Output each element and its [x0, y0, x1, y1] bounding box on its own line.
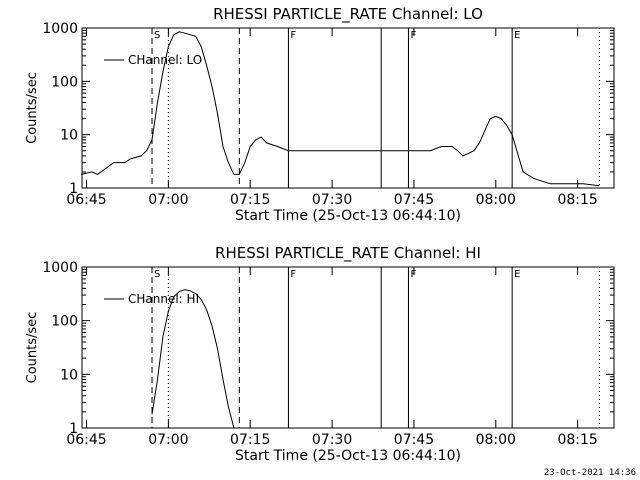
y-axis-label: Counts/sec	[25, 312, 40, 384]
chart-title: RHESSI PARTICLE_RATE Channel: LO	[213, 5, 483, 24]
x-tick-label: 08:00	[476, 432, 516, 448]
x-tick-label: 07:45	[394, 432, 434, 448]
y-tick-label: 10	[60, 128, 78, 144]
x-axis-label: Start Time (25-Oct-13 06:44:10)	[235, 208, 461, 224]
x-tick-label: 06:45	[66, 192, 106, 208]
event-marker-label: F	[410, 30, 416, 41]
y-tick-label: 1	[69, 181, 78, 197]
x-tick-label: 07:00	[148, 432, 188, 448]
legend-label: CHannel: HI	[128, 292, 199, 306]
chart-title: RHESSI PARTICLE_RATE Channel: HI	[215, 244, 481, 263]
x-tick-label: 07:30	[312, 192, 352, 208]
y-tick-label: 10	[60, 367, 78, 383]
data-series-line	[80, 31, 600, 187]
event-marker-label: F	[290, 30, 296, 41]
x-tick-label: 06:45	[66, 432, 106, 448]
x-tick-label: 07:00	[148, 192, 188, 208]
x-tick-label: 07:45	[394, 192, 434, 208]
x-tick-label: 08:15	[557, 192, 597, 208]
y-tick-label: 100	[51, 314, 78, 330]
y-axis-label: Counts/sec	[25, 72, 40, 144]
plot-frame	[81, 27, 615, 189]
legend-label: CHannel: LO	[128, 53, 202, 67]
x-axis-label: Start Time (25-Oct-13 06:44:10)	[235, 448, 461, 464]
event-marker-label: S	[154, 30, 160, 41]
y-tick-label: 1000	[42, 260, 78, 276]
x-tick-label: 07:15	[230, 192, 270, 208]
event-marker-label: F	[290, 269, 296, 280]
x-tick-label: 07:15	[230, 432, 270, 448]
event-marker-label: S	[154, 269, 160, 280]
event-marker-label: E	[514, 269, 520, 280]
plot-frame	[81, 266, 615, 429]
event-marker-label: E	[514, 30, 520, 41]
x-tick-label: 08:15	[557, 432, 597, 448]
timestamp-label: 23-Oct-2021 14:36	[543, 468, 636, 478]
x-tick-label: 07:30	[312, 432, 352, 448]
event-marker-label: F	[410, 269, 416, 280]
y-tick-label: 1000	[42, 21, 78, 37]
y-tick-label: 1	[69, 421, 78, 437]
y-tick-label: 100	[51, 74, 78, 90]
x-tick-label: 08:00	[476, 192, 516, 208]
data-series-line	[151, 289, 235, 429]
